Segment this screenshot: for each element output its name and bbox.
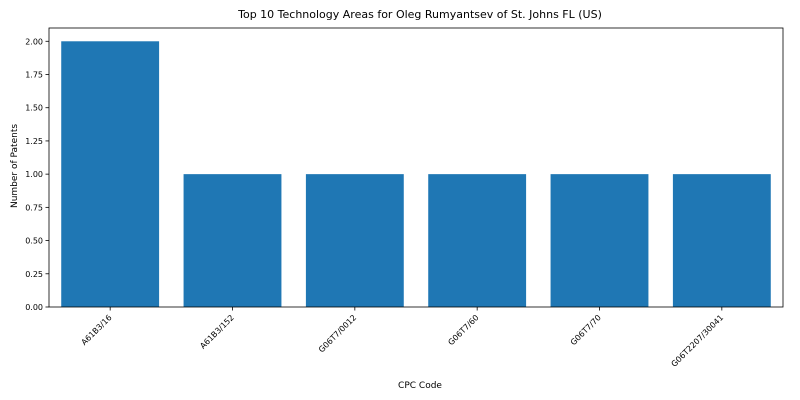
bar-3 xyxy=(306,174,404,307)
y-tick-label: 1.50 xyxy=(25,104,43,113)
y-tick-label: 1.75 xyxy=(25,71,43,80)
y-axis-label: Number of Patents xyxy=(10,124,20,208)
y-tick-label: 0.50 xyxy=(25,237,43,246)
x-tick-label: G06T7/70 xyxy=(569,313,603,347)
y-tick-label: 0.75 xyxy=(25,203,43,212)
y-tick-label: 0.25 xyxy=(25,270,43,279)
y-tick-label: 0.00 xyxy=(25,303,43,312)
bar-6 xyxy=(673,174,771,307)
bar-5 xyxy=(551,174,649,307)
y-tick-label: 2.00 xyxy=(25,37,43,46)
bar-4 xyxy=(428,174,526,307)
x-tick-label: G06T2207/30041 xyxy=(670,313,726,369)
plot-area: 0.00 0.25 0.50 0.75 1.00 1.25 1.50 1.75 2.00 A61B… xyxy=(25,28,783,369)
chart-title: Top 10 Technology Areas for Oleg Rumyant… xyxy=(237,8,602,21)
x-axis-label: CPC Code xyxy=(398,381,442,391)
y-tick-label: 1.25 xyxy=(25,137,43,146)
bar-2 xyxy=(184,174,282,307)
y-tick-label: 1.00 xyxy=(25,170,43,179)
x-tick-label: G06T7/0012 xyxy=(317,313,358,354)
x-tick-label: G06T7/60 xyxy=(446,313,480,347)
x-tick-label: A61B3/152 xyxy=(198,313,236,351)
bar-1 xyxy=(61,41,159,307)
x-tick-label: A61B3/16 xyxy=(80,313,114,347)
